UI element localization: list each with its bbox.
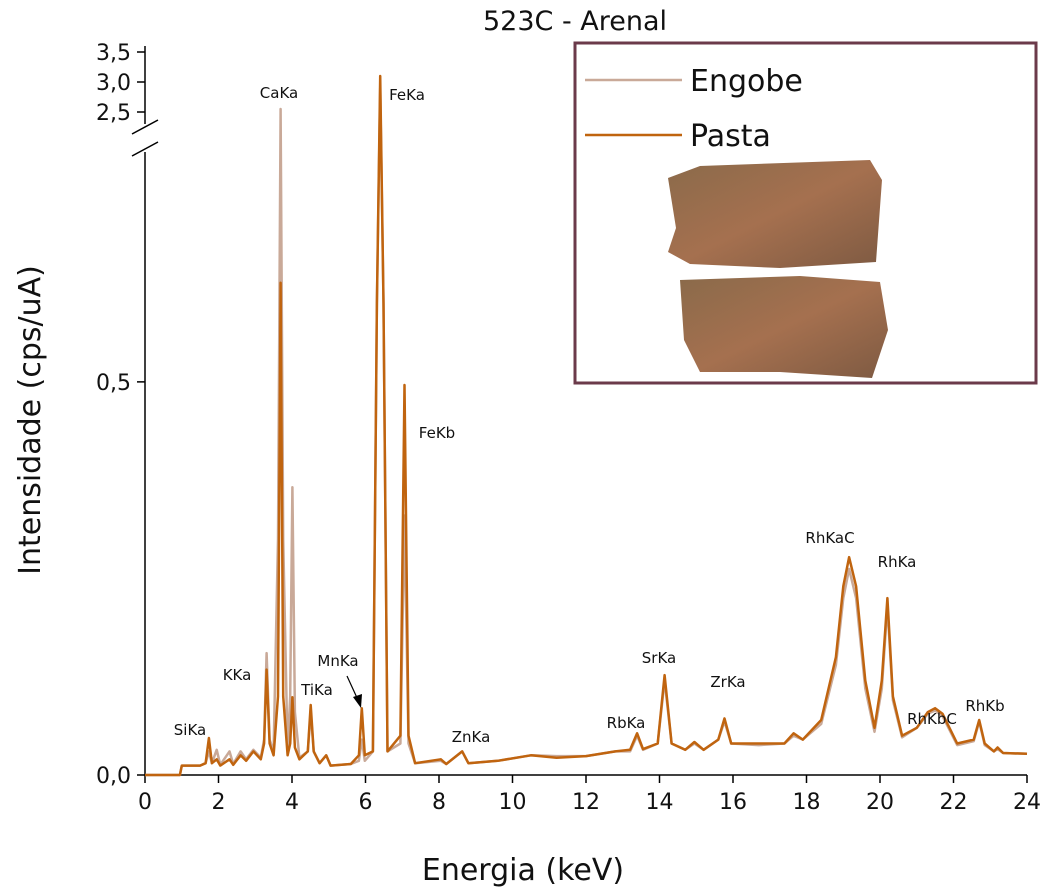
x-tick-label: 0	[138, 790, 152, 815]
peak-label: ZrKa	[710, 673, 745, 691]
peak-label: FeKb	[419, 424, 455, 442]
y-tick-label: 0,0	[96, 764, 131, 789]
x-tick-label: 12	[572, 790, 600, 815]
x-tick-label: 14	[646, 790, 674, 815]
y-tick-label: 2,5	[96, 101, 131, 126]
y-axis-label: Intensidade (cps/uA)	[13, 265, 48, 575]
peak-label: RhKa	[878, 553, 917, 571]
peak-label: KKa	[223, 666, 252, 684]
peak-label: CaKa	[260, 84, 298, 102]
x-tick-label: 2	[212, 790, 226, 815]
x-tick-label: 10	[499, 790, 527, 815]
y-tick-label: 0,5	[96, 371, 131, 396]
x-tick-label: 20	[866, 790, 894, 815]
peak-label: RbKa	[607, 714, 646, 732]
spectrum-line	[145, 74, 1028, 777]
axis-break	[131, 119, 159, 135]
peak-label: SrKa	[642, 649, 676, 667]
legend-label: Pasta	[690, 119, 771, 154]
x-tick-label: 8	[432, 790, 446, 815]
peak-label: RhKb	[965, 697, 1004, 715]
peak-label: SiKa	[174, 721, 206, 739]
peak-label: ZnKa	[452, 728, 491, 746]
x-tick-label: 22	[940, 790, 968, 815]
x-tick-label: 18	[793, 790, 821, 815]
peak-label: TiKa	[300, 681, 333, 699]
peak-label: MnKa	[317, 652, 358, 670]
peak-label: RhKaC	[805, 529, 854, 547]
x-tick-label: 4	[285, 790, 299, 815]
sherd-photo	[680, 276, 888, 378]
peak-label: RhKbC	[907, 710, 957, 728]
peak-label: FeKa	[389, 86, 425, 104]
x-tick-label: 16	[719, 790, 747, 815]
chart-title: 523C - Arenal	[483, 6, 667, 37]
sherd-photo	[668, 160, 882, 268]
y-tick-label: 3,5	[96, 41, 131, 66]
x-axis-label: Energia (keV)	[422, 853, 624, 888]
x-tick-label: 6	[359, 790, 373, 815]
y-tick-label: 3,0	[96, 71, 131, 96]
legend-label: Engobe	[690, 64, 803, 99]
arrow-head	[353, 694, 362, 708]
legend	[573, 41, 1038, 385]
axis-break	[131, 141, 159, 157]
x-tick-label: 24	[1013, 790, 1041, 815]
